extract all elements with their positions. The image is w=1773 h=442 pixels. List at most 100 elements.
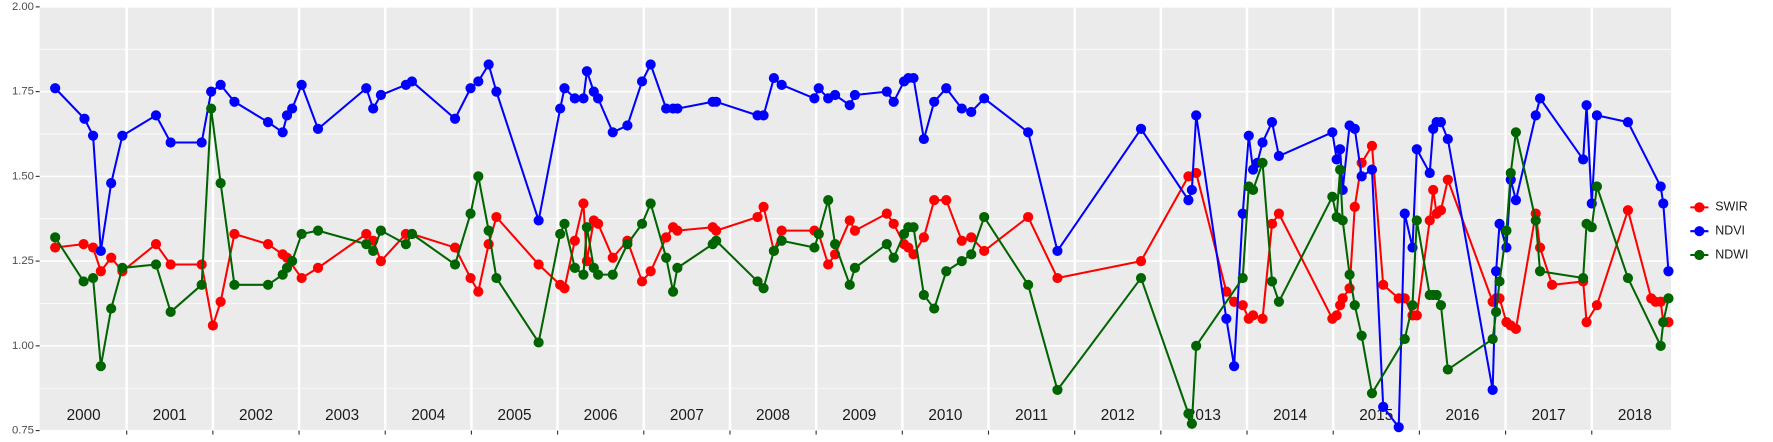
series-point bbox=[1658, 198, 1669, 209]
series-point bbox=[758, 283, 769, 294]
series-point bbox=[117, 130, 128, 141]
series-point bbox=[929, 96, 940, 107]
series-point bbox=[117, 262, 128, 273]
series-point bbox=[1494, 276, 1505, 287]
series-point bbox=[312, 123, 324, 135]
series-point bbox=[979, 245, 990, 257]
series-point bbox=[1399, 208, 1410, 219]
series-point bbox=[1411, 215, 1422, 226]
series-point bbox=[581, 66, 592, 77]
series-point bbox=[1135, 272, 1147, 284]
series-point bbox=[956, 235, 967, 246]
series-point bbox=[956, 103, 967, 114]
series-point bbox=[1663, 266, 1674, 277]
series-point bbox=[1510, 127, 1522, 138]
series-point bbox=[1428, 184, 1439, 196]
legend-key-point bbox=[1694, 249, 1705, 261]
series-point bbox=[262, 279, 274, 290]
series-point bbox=[849, 225, 861, 236]
series-point bbox=[87, 242, 99, 253]
series-point bbox=[776, 79, 787, 90]
series-point bbox=[929, 303, 940, 314]
series-point bbox=[844, 100, 855, 111]
series-point bbox=[1183, 194, 1194, 206]
series-point bbox=[215, 178, 226, 189]
series-point bbox=[813, 83, 824, 94]
year-label: 2013 bbox=[1187, 407, 1221, 424]
series-point bbox=[607, 252, 618, 263]
series-point bbox=[95, 245, 106, 257]
series-point bbox=[711, 96, 722, 107]
series-point bbox=[1655, 296, 1666, 307]
year-label: 2018 bbox=[1618, 407, 1652, 424]
series-point bbox=[607, 127, 618, 138]
series-point bbox=[196, 259, 207, 270]
series-point bbox=[95, 266, 106, 277]
series-point bbox=[361, 239, 372, 250]
series-point bbox=[1023, 211, 1034, 223]
series-point bbox=[768, 245, 780, 257]
series-point bbox=[844, 215, 855, 226]
legend-key-point bbox=[1694, 202, 1705, 213]
series-point bbox=[1229, 361, 1240, 372]
series-point bbox=[1135, 123, 1147, 135]
y-tick-label: 2.00 bbox=[12, 1, 34, 13]
series-point bbox=[1266, 276, 1278, 287]
series-point bbox=[622, 120, 633, 131]
series-point bbox=[1337, 215, 1348, 226]
series-point bbox=[809, 93, 820, 104]
series-point bbox=[555, 228, 566, 240]
series-point bbox=[918, 133, 929, 145]
series-point bbox=[1023, 127, 1034, 138]
series-point bbox=[1581, 100, 1592, 111]
series-point bbox=[1591, 181, 1603, 192]
series-point bbox=[645, 59, 656, 70]
series-point bbox=[1534, 266, 1546, 277]
series-point bbox=[966, 106, 977, 118]
series-point bbox=[296, 272, 307, 284]
series-point bbox=[1411, 144, 1422, 155]
series-point bbox=[1658, 317, 1669, 328]
series-point bbox=[312, 262, 324, 273]
series-point bbox=[592, 218, 604, 229]
series-point bbox=[1622, 272, 1634, 284]
series-point bbox=[1183, 408, 1194, 419]
y-tick-label: 0.75 bbox=[12, 425, 34, 437]
series-point bbox=[375, 89, 387, 101]
series-point bbox=[1399, 293, 1410, 304]
series-point bbox=[207, 320, 218, 331]
series-point bbox=[1327, 127, 1338, 138]
legend-key-point bbox=[1694, 226, 1705, 237]
series-point bbox=[1534, 93, 1546, 104]
series-point bbox=[368, 103, 379, 114]
series-point bbox=[918, 289, 929, 301]
series-point bbox=[1442, 133, 1453, 145]
series-point bbox=[1356, 171, 1367, 182]
year-label: 2004 bbox=[411, 407, 445, 424]
series-point bbox=[1431, 289, 1442, 301]
series-point bbox=[578, 93, 589, 104]
series-point bbox=[196, 137, 207, 148]
series-point bbox=[1349, 123, 1360, 135]
series-point bbox=[483, 59, 494, 70]
series-point bbox=[569, 93, 580, 104]
series-point bbox=[1442, 364, 1453, 375]
series-point bbox=[569, 262, 580, 273]
series-point bbox=[1135, 256, 1147, 267]
series-point bbox=[491, 272, 502, 284]
series-point bbox=[473, 286, 484, 297]
series-point bbox=[1534, 242, 1546, 253]
series-point bbox=[1273, 296, 1285, 307]
series-point bbox=[406, 76, 418, 87]
series-point bbox=[1052, 384, 1063, 396]
series-point bbox=[941, 266, 952, 277]
series-point bbox=[768, 72, 780, 84]
series-point bbox=[1257, 137, 1268, 148]
series-point bbox=[592, 269, 604, 280]
series-point bbox=[823, 259, 834, 270]
series-point bbox=[823, 194, 834, 206]
year-label: 2016 bbox=[1445, 407, 1479, 424]
series-point bbox=[1663, 293, 1674, 304]
